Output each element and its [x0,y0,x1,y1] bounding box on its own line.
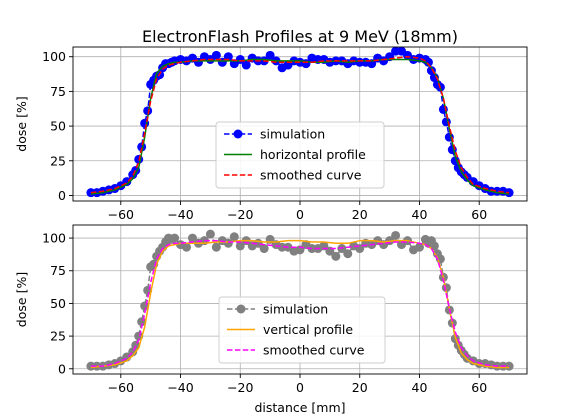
legend-marker [236,304,246,314]
legend-entry-label: horizontal profile [260,147,366,162]
x-tick-label: 0 [296,207,304,222]
top-profile-chart: −60 −40 −20 0 20 40 60 0 25 50 75 100 dose [%] simula… [14,46,528,222]
x-tick-label: 20 [352,207,368,222]
data-point [229,232,239,242]
data-point [211,50,221,60]
x-tick-label: −60 [108,380,134,395]
x-axis-label: distance [mm] [254,400,345,415]
legend-entry-label: smoothed curve [263,343,365,358]
legend-box [218,296,386,364]
x-tick-label: 40 [412,380,428,395]
y-axis-label: dose [%] [14,96,29,151]
data-point [205,229,215,239]
data-point [414,242,424,252]
data-point [143,106,153,116]
legend-marker [233,129,243,139]
series-line-smoothed-curve [90,55,510,194]
x-tick-label: 0 [296,380,304,395]
legend-entry-label: smoothed curve [260,168,362,183]
legend-box [215,121,385,189]
series-line-smoothed-curve [90,239,510,367]
data-point [235,241,245,251]
x-tick-label: 60 [471,380,487,395]
y-tick-label: 0 [58,361,66,376]
data-point [429,241,439,251]
data-point [331,251,341,261]
data-point [182,242,191,252]
x-tick-label: 60 [471,207,487,222]
y-axis-label: dose [%] [14,272,29,327]
x-tick-label: −60 [108,207,134,222]
data-point [211,242,221,252]
data-point [170,233,180,243]
data-point [265,50,275,60]
legend: simulation vertical profile smoothed curve [218,296,386,364]
data-point [343,249,353,259]
y-tick-label: 75 [50,263,66,278]
data-point [259,244,269,254]
data-point [241,60,251,70]
y-tick-label: 100 [42,49,66,64]
legend: simulation horizontal profile smoothed cur… [215,121,385,189]
data-point [187,233,197,243]
legend-entry-label: simulation [260,127,325,142]
data-point [235,54,245,64]
x-tick-label: −20 [227,207,253,222]
y-tick-label: 0 [58,188,66,203]
y-tick-label: 25 [50,153,66,168]
y-tick-label: 50 [50,119,66,134]
x-tick-label: 20 [352,380,368,395]
data-point [423,57,433,67]
y-tick-label: 100 [42,231,66,246]
bottom-profile-chart: −60 −40 −20 0 20 40 60 0 25 50 75 100 dose [%] distan… [14,224,528,415]
x-tick-label: −40 [167,207,193,222]
x-tick-label: −40 [167,380,193,395]
data-point [391,230,401,240]
legend-entry-label: simulation [263,302,328,317]
x-tick-label: −20 [227,380,253,395]
y-tick-label: 50 [50,296,66,311]
figure-title: ElectronFlash Profiles at 9 MeV (18mm) [142,27,458,46]
y-tick-label: 75 [50,84,66,99]
x-tick-label: 40 [412,207,428,222]
y-tick-label: 25 [50,329,66,344]
legend-entry-label: vertical profile [263,322,353,337]
